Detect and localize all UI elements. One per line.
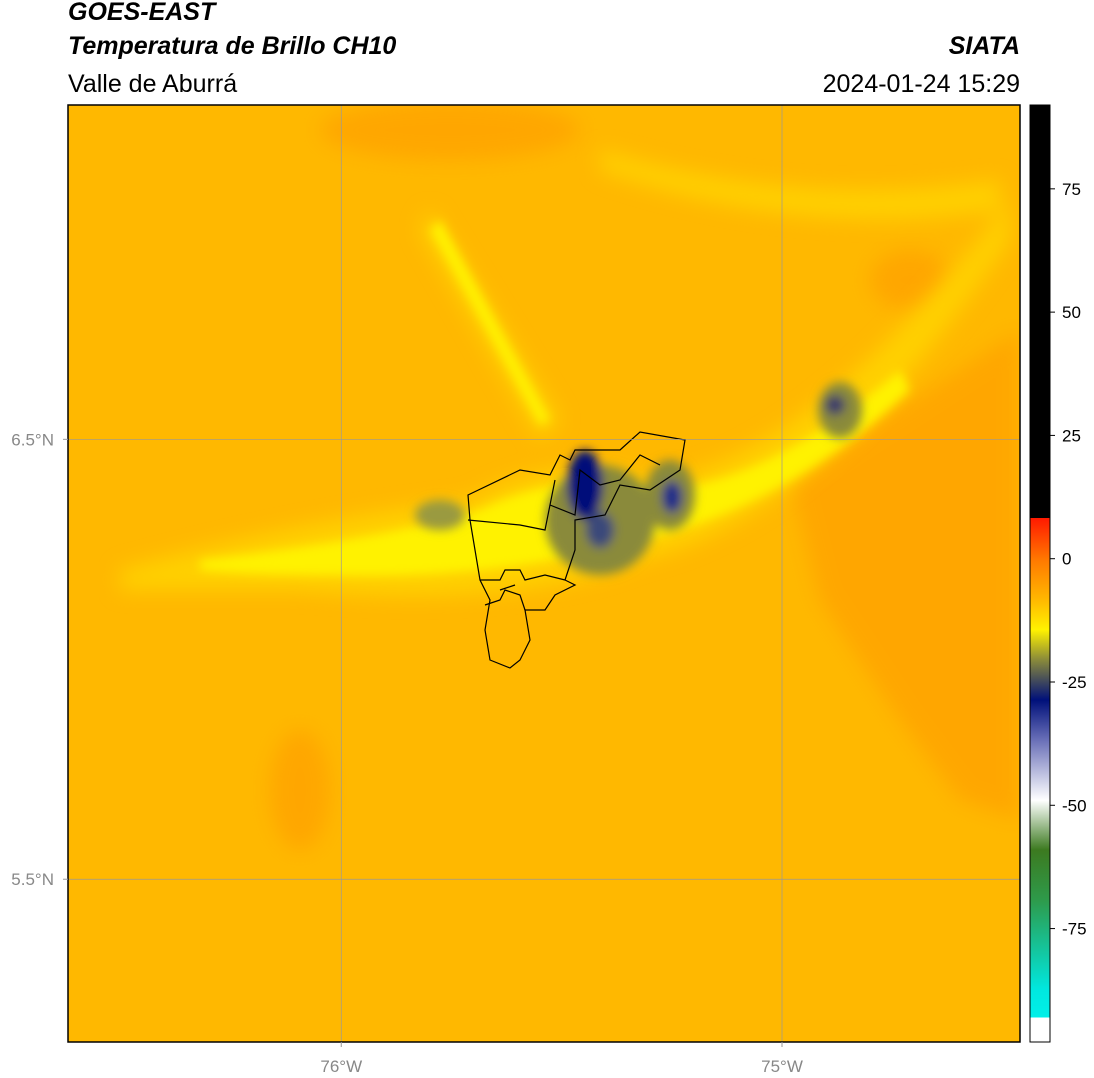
source: SIATA xyxy=(949,32,1020,60)
colorbar-tick-label: -25 xyxy=(1062,673,1087,692)
colorbar-tick-label: -75 xyxy=(1062,920,1087,939)
map-image xyxy=(68,105,1020,1042)
colorbar-tick-label: 50 xyxy=(1062,303,1081,322)
lat-label: 5.5°N xyxy=(11,870,54,889)
colorbar-tick-label: 25 xyxy=(1062,426,1081,445)
boundaries xyxy=(467,431,686,669)
colorbar xyxy=(1029,104,1051,1043)
region: Valle de Aburrá xyxy=(68,70,237,98)
title: GOES-EAST xyxy=(68,0,218,26)
datetime: 2024-01-24 15:29 xyxy=(823,70,1020,98)
lat-label: 6.5°N xyxy=(11,430,54,449)
colorbar-tick-label: 75 xyxy=(1062,180,1081,199)
colorbar-tick-label: 0 xyxy=(1062,550,1071,569)
subtitle: Temperatura de Brillo CH10 xyxy=(68,32,396,60)
map-frame xyxy=(67,104,1021,1043)
colorbar-tick-label: -50 xyxy=(1062,796,1087,815)
lon-label: 75°W xyxy=(761,1057,803,1076)
lon-label: 76°W xyxy=(320,1057,362,1076)
